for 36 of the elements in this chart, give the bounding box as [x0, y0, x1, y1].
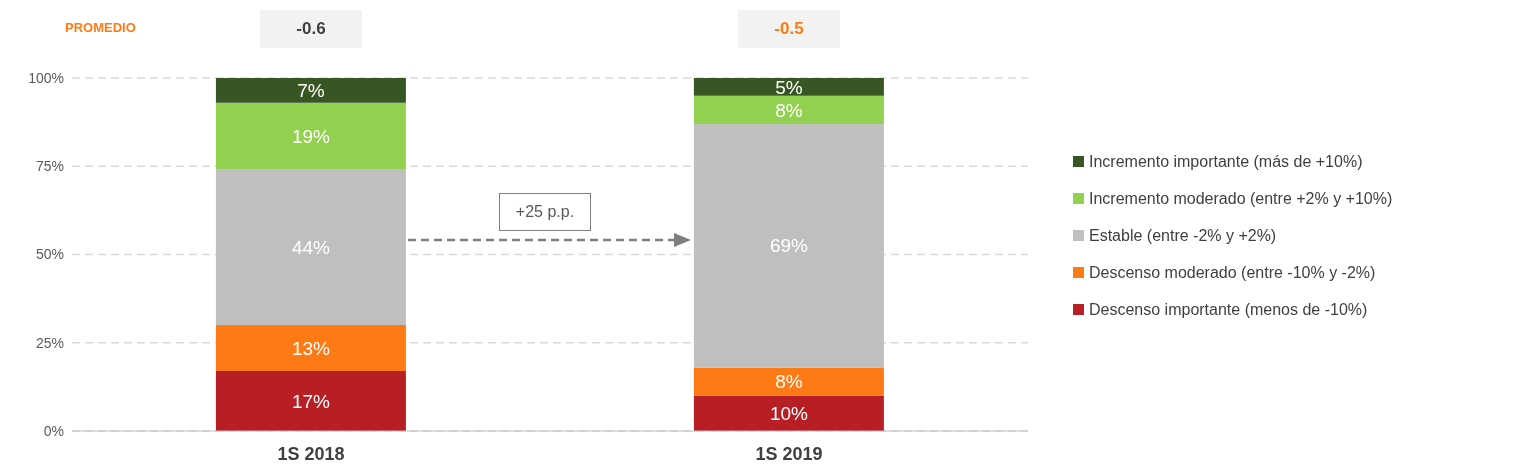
annotation: +25 p.p. [499, 193, 591, 232]
x-tick-label: 1S 2019 [755, 443, 823, 464]
text: -0.6 [260, 10, 362, 48]
legend-label: Incremento importante (más de +10%) [1089, 152, 1363, 171]
bar [215, 102, 406, 170]
x-tick-label: 1S 2018 [277, 443, 345, 464]
bar [693, 395, 884, 431]
bar [693, 78, 884, 96]
data-label: 44% [291, 237, 331, 259]
data-label: 10% [769, 403, 809, 425]
y-tick-label: 50% [35, 246, 64, 263]
data-label: 19% [291, 125, 331, 147]
legend-label: Descenso moderado (entre -10% y -2%) [1089, 263, 1376, 282]
data-label: 5% [775, 76, 803, 98]
y-tick-label: 100% [28, 69, 64, 86]
y-tick-label: 0% [43, 422, 64, 439]
text: PROMEDIO [65, 20, 136, 35]
bar [693, 95, 884, 124]
text: -0.5 [738, 10, 840, 48]
data-label: 13% [291, 337, 331, 359]
legend-label: Estable (entre -2% y +2%) [1089, 226, 1277, 245]
legend-label: Incremento moderado (entre +2% y +10%) [1089, 189, 1393, 208]
bar [215, 325, 406, 371]
bar [215, 169, 406, 326]
data-label: 17% [291, 390, 331, 412]
y-tick-label: 75% [35, 158, 64, 175]
legend-label: Descenso importante (menos de -10%) [1089, 300, 1368, 319]
bar [693, 123, 884, 368]
bar [215, 78, 406, 103]
data-label: 7% [297, 80, 325, 102]
y-tick-label: 25% [35, 334, 64, 351]
bar [693, 367, 884, 396]
data-label: 8% [775, 371, 803, 393]
bar [215, 370, 406, 431]
data-label: 8% [775, 99, 803, 121]
data-label: 69% [769, 235, 809, 257]
